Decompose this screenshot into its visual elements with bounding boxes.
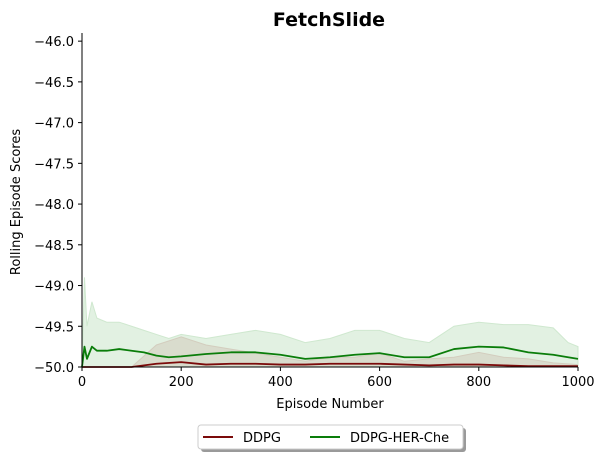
- x-tick-label: 200: [169, 375, 194, 390]
- y-ticks: −50.0 −49.5 −49.0 −48.5 −48.0 −47.5 −47.0 −46.5…: [34, 35, 82, 376]
- y-axis-label: Rolling Episode Scores: [9, 129, 24, 275]
- axes: [81, 33, 578, 368]
- x-tick-label: 600: [367, 375, 392, 390]
- x-tick-label: 1000: [561, 375, 594, 390]
- legend: DDPG DDPG-HER-Che: [197, 424, 466, 452]
- y-tick-label: −48.5: [34, 239, 74, 254]
- x-tick-label: 0: [78, 375, 86, 390]
- y-tick-label: −49.5: [34, 320, 74, 335]
- y-tick-label: −47.0: [34, 117, 74, 132]
- legend-label-ddpg: DDPG: [243, 431, 281, 446]
- band-ddpg-her-che: [81, 277, 579, 368]
- series-line-ddpg-her-che: [81, 345, 579, 368]
- confidence-bands: [81, 277, 579, 368]
- y-tick-label: −47.5: [34, 157, 74, 172]
- x-ticks: 0 200 400 600 800 1000: [78, 367, 595, 390]
- y-tick-label: −46.0: [34, 35, 74, 50]
- series-lines: [81, 345, 579, 368]
- x-tick-label: 800: [466, 375, 491, 390]
- y-tick-label: −49.0: [34, 280, 74, 295]
- chart-title: FetchSlide: [273, 9, 385, 31]
- x-tick-label: 400: [268, 375, 293, 390]
- legend-label-ddpg-her-che: DDPG-HER-Che: [350, 431, 449, 446]
- y-tick-label: −46.5: [34, 76, 74, 91]
- series-line-ddpg: [82, 361, 578, 368]
- x-axis-label: Episode Number: [276, 397, 384, 412]
- y-tick-label: −50.0: [34, 361, 74, 376]
- y-tick-label: −48.0: [34, 198, 74, 213]
